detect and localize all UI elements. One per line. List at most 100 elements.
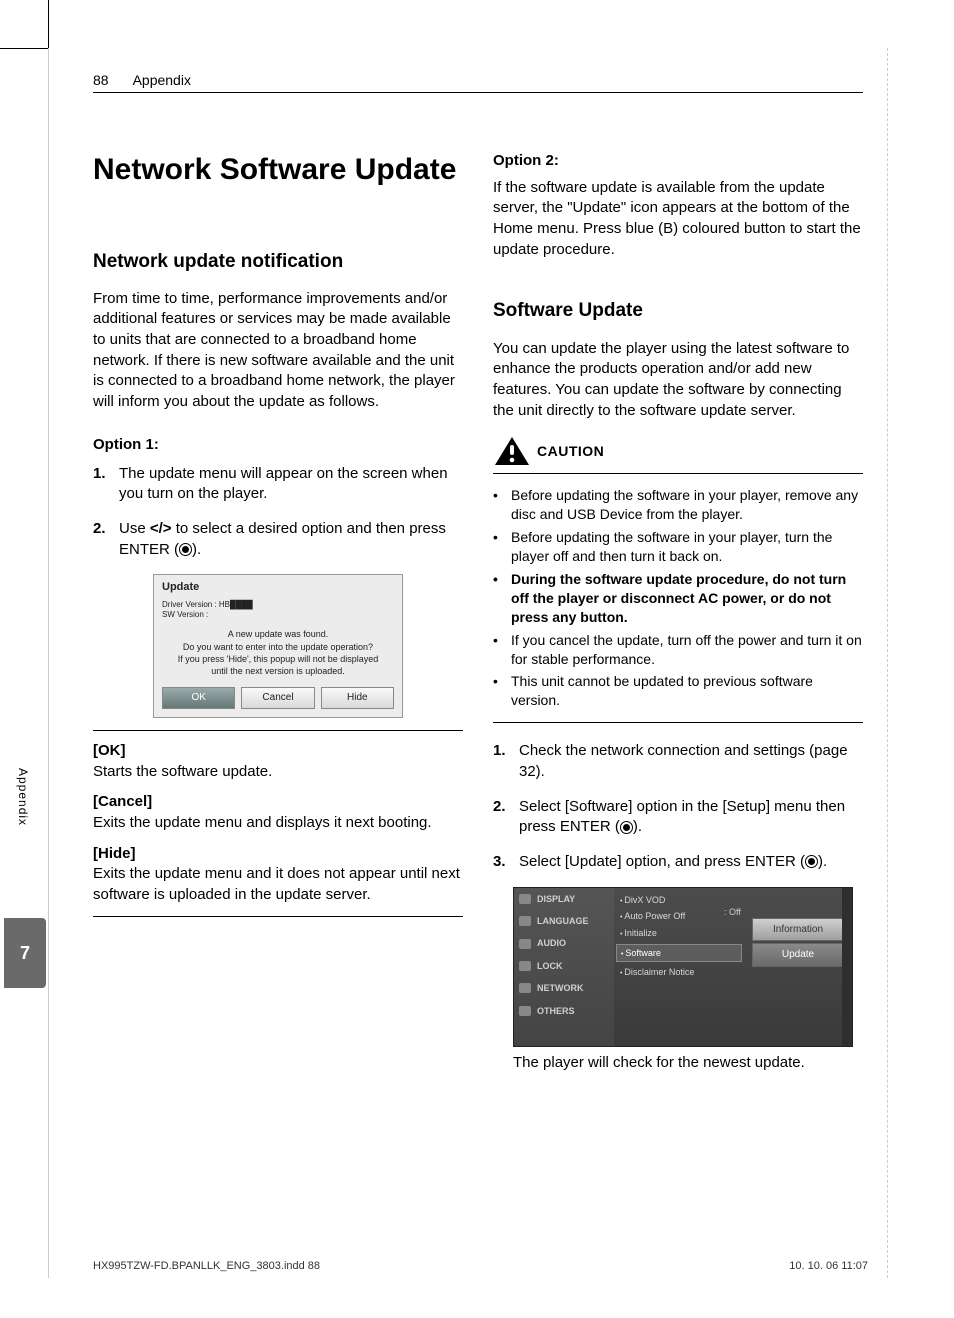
menu-scrollbar [842,888,852,1046]
menu-category-label: LANGUAGE [537,915,589,927]
menu-option: Auto Power Off [620,908,738,925]
def-text: Starts the software update. [93,762,463,783]
step-text: Check the network connection and setting… [519,741,863,782]
swupdate-text: You can update the player using the late… [493,339,863,422]
subheading-notification: Network update notification [93,249,463,275]
bullet: • [493,570,503,627]
side-tab-label: Appendix [16,768,30,826]
menu-category: DISPLAY [514,888,614,910]
menu-category-icon [519,1006,531,1016]
option1-steps: 1. The update menu will appear on the sc… [93,464,463,561]
setup-menu-screenshot: DISPLAY LANGUAGE AUDIO LOCK NETWORK OTHERS Di… [513,887,853,1047]
def-text: Exits the update menu and it does not ap… [93,864,463,905]
caution-label: CAUTION [537,442,604,461]
option2-text: If the software update is available from… [493,178,863,261]
enter-icon [805,855,818,868]
crop-mark-h [0,48,48,49]
intro-paragraph: From time to time, performance improveme… [93,289,463,413]
bullet: • [493,672,503,710]
caution-item: •This unit cannot be updated to previous… [493,672,863,710]
dialog-msg: Do you want to enter into the update ope… [164,641,392,653]
list-number: 2. [93,519,111,560]
section-name: Appendix [133,72,191,88]
left-column: Network Software Update Network update n… [93,151,463,1077]
step-text: Select [Software] option in the [Setup] … [519,797,863,838]
def-text: Exits the update menu and displays it ne… [93,813,463,834]
caution-item: •Before updating the software in your pl… [493,528,863,566]
dialog-hide-button: Hide [321,687,394,709]
list-number: 3. [493,852,511,873]
menu-submenu-button: Information [752,918,844,942]
bullet: • [493,528,503,566]
option2-label: Option 2: [493,151,863,172]
list-item: 3. Select [Update] option, and press ENT… [493,852,863,873]
step-text: The update menu will appear on the scree… [119,464,463,505]
menu-category-icon [519,916,531,926]
caution-item: •Before updating the software in your pl… [493,486,863,524]
menu-option: Initialize [620,925,738,942]
menu-category-label: OTHERS [537,1005,575,1017]
page-title: Network Software Update [93,151,463,189]
caution-item: •During the software update procedure, d… [493,570,863,627]
menu-option: Software [616,944,742,963]
menu-category-label: LOCK [537,960,563,972]
crop-mark-v [48,0,49,48]
def-label: [Cancel] [93,792,463,813]
list-item: 2. Select [Software] option in the [Setu… [493,797,863,838]
footer-datetime: 10. 10. 06 11:07 [789,1260,868,1272]
list-number: 2. [493,797,511,838]
def-label: [Hide] [93,844,463,865]
divider [93,730,463,731]
dialog-msg: until the next version is uploaded. [164,665,392,677]
page-number: 88 [93,72,109,88]
enter-icon [179,543,192,556]
right-column: Option 2: If the software update is avai… [493,151,863,1077]
running-header: 88 Appendix [93,72,863,93]
option1-label: Option 1: [93,435,463,456]
subheading-swupdate: Software Update [493,298,863,324]
content-area: 88 Appendix Network Software Update Netw… [93,72,863,1077]
menu-submenu-button: Update [752,943,844,967]
caution-item: •If you cancel the update, turn off the … [493,631,863,669]
page-frame: Appendix 7 88 Appendix Network Software … [48,48,888,1278]
after-menu-text: The player will check for the newest upd… [513,1053,863,1074]
menu-left-pane: DISPLAY LANGUAGE AUDIO LOCK NETWORK OTHERS [514,888,614,1046]
menu-category-icon [519,894,531,904]
menu-off-value: : Off [724,906,741,918]
menu-category-label: DISPLAY [537,893,575,905]
print-footer: HX995TZW-FD.BPANLLK_ENG_3803.indd 88 10.… [93,1260,868,1272]
step-text: Use </> to select a desired option and t… [119,519,463,560]
caution-text: This unit cannot be updated to previous … [511,672,863,710]
footer-file: HX995TZW-FD.BPANLLK_ENG_3803.indd 88 [93,1260,320,1272]
caution-text: Before updating the software in your pla… [511,528,863,566]
menu-category-icon [519,961,531,971]
dialog-ok-button: OK [162,687,235,709]
caution-text: If you cancel the update, turn off the p… [511,631,863,669]
menu-right-pane: InformationUpdate [752,918,844,970]
caution-icon [493,435,531,467]
bullet: • [493,486,503,524]
def-label: [OK] [93,741,463,762]
menu-category-icon [519,939,531,949]
dialog-title: Update [154,575,402,600]
list-number: 1. [493,741,511,782]
menu-category: LANGUAGE [514,910,614,932]
menu-category: OTHERS [514,1000,614,1022]
bullet: • [493,631,503,669]
menu-category-label: AUDIO [537,937,566,949]
def-ok: [OK] Starts the software update. [93,741,463,782]
caution-list: •Before updating the software in your pl… [493,473,863,723]
swupdate-steps: 1. Check the network connection and sett… [493,741,863,872]
divider [93,916,463,917]
chapter-tab: 7 [4,918,46,988]
menu-option: DivX VOD [620,892,738,909]
menu-category: AUDIO [514,932,614,954]
left-rule [48,48,49,1278]
list-item: 1. The update menu will appear on the sc… [93,464,463,505]
dialog-cancel-button: Cancel [241,687,314,709]
menu-category: NETWORK [514,977,614,999]
caution-text: During the software update procedure, do… [511,570,863,627]
right-rule [887,48,888,1278]
dialog-msg: If you press 'Hide', this popup will not… [164,653,392,665]
list-item: 1. Check the network connection and sett… [493,741,863,782]
